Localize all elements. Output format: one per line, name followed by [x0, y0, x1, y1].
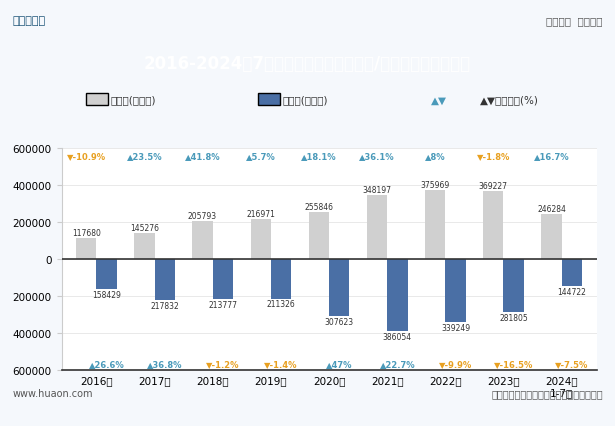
Text: 211326: 211326 [267, 300, 295, 309]
Bar [387, 260, 408, 331]
Bar [250, 220, 271, 260]
Text: 348197: 348197 [362, 186, 392, 195]
Text: ▼-7.5%: ▼-7.5% [555, 360, 589, 368]
Text: 145276: 145276 [130, 223, 159, 232]
Bar [541, 214, 561, 260]
Text: ▲16.7%: ▲16.7% [534, 151, 569, 160]
Text: 华经情报网: 华经情报网 [12, 16, 46, 26]
Text: ▲36.1%: ▲36.1% [359, 151, 395, 160]
Bar [154, 260, 175, 300]
Text: 进口额(万美元): 进口额(万美元) [283, 95, 328, 105]
Text: ▼-16.5%: ▼-16.5% [494, 360, 533, 368]
Text: ▼-10.9%: ▼-10.9% [66, 151, 106, 160]
Text: 386054: 386054 [383, 332, 412, 341]
Text: ▼-1.8%: ▼-1.8% [477, 151, 510, 160]
Text: 369227: 369227 [479, 182, 508, 191]
Text: 217832: 217832 [150, 301, 179, 310]
Bar [192, 222, 213, 260]
Text: ▲5.7%: ▲5.7% [246, 151, 276, 160]
Bar [213, 260, 233, 299]
Text: 281805: 281805 [499, 313, 528, 322]
Text: ▲8%: ▲8% [425, 151, 445, 160]
Text: 246284: 246284 [537, 204, 566, 213]
Text: ▲18.1%: ▲18.1% [301, 151, 336, 160]
Text: ▼-1.2%: ▼-1.2% [206, 360, 240, 368]
Text: ▲23.5%: ▲23.5% [127, 151, 162, 160]
FancyBboxPatch shape [86, 94, 108, 106]
Bar [445, 260, 466, 322]
Text: 205793: 205793 [188, 212, 217, 221]
Text: ▲47%: ▲47% [326, 360, 352, 368]
Bar [367, 196, 387, 260]
Bar [329, 260, 349, 317]
Text: ▲▼: ▲▼ [430, 95, 446, 105]
Bar [271, 260, 292, 299]
Text: 375969: 375969 [421, 181, 450, 190]
FancyBboxPatch shape [258, 94, 280, 106]
Bar [561, 260, 582, 287]
Text: 专业严谨  客观科学: 专业严谨 客观科学 [546, 16, 603, 26]
Text: 255846: 255846 [304, 203, 333, 212]
Text: ▲36.8%: ▲36.8% [147, 360, 183, 368]
Bar [76, 238, 97, 260]
Text: 158429: 158429 [92, 290, 121, 299]
Bar [483, 192, 504, 260]
Bar [97, 260, 117, 289]
Text: ▲▼同比增长(%): ▲▼同比增长(%) [480, 95, 539, 105]
Text: www.huaon.com: www.huaon.com [12, 388, 93, 398]
Text: ▼-1.4%: ▼-1.4% [264, 360, 298, 368]
Text: ▲26.6%: ▲26.6% [89, 360, 124, 368]
Text: 216971: 216971 [246, 210, 275, 219]
Text: ▼-9.9%: ▼-9.9% [439, 360, 472, 368]
Bar [309, 213, 329, 260]
Text: 117680: 117680 [72, 228, 101, 237]
Text: 资料来源：中国海关、华经产业研究院整理: 资料来源：中国海关、华经产业研究院整理 [491, 388, 603, 398]
Bar [425, 190, 445, 260]
Text: ▲22.7%: ▲22.7% [379, 360, 415, 368]
Text: 出口额(万美元): 出口额(万美元) [111, 95, 156, 105]
Text: 307623: 307623 [325, 317, 354, 327]
Text: 144722: 144722 [557, 288, 586, 296]
Text: 339249: 339249 [441, 323, 470, 332]
Text: 2016-2024年7月马鞍山市（境内目的地/货源地）进、出口额: 2016-2024年7月马鞍山市（境内目的地/货源地）进、出口额 [144, 55, 471, 73]
Text: 213777: 213777 [208, 300, 237, 309]
Text: ▲41.8%: ▲41.8% [184, 151, 220, 160]
Bar [134, 233, 154, 260]
Bar [504, 260, 524, 312]
